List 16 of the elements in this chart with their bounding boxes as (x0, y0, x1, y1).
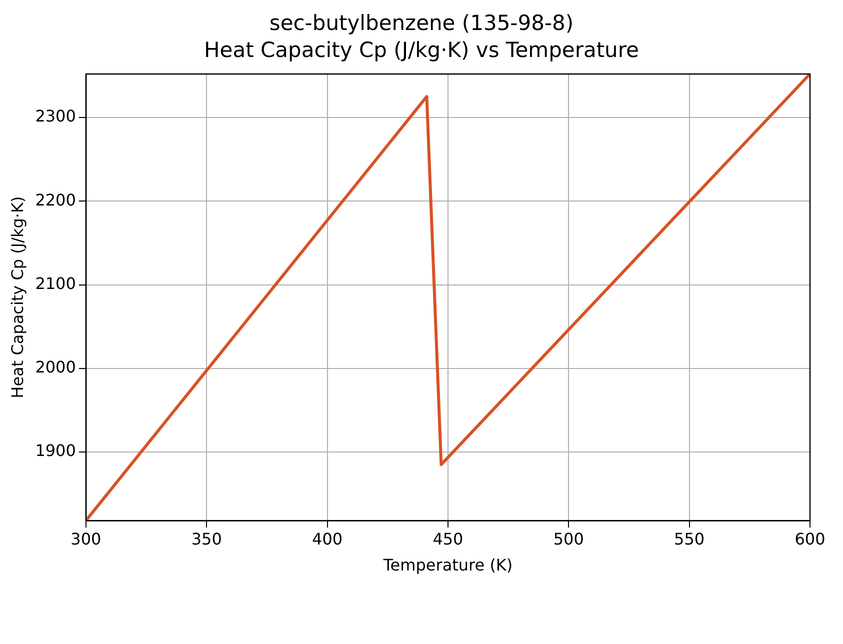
chart-title: sec-butylbenzene (135-98-8) (268, 10, 575, 37)
x-tick-label: 500 (553, 529, 584, 548)
x-tick-label: 300 (70, 529, 102, 548)
y-tick-label: 2300 (35, 106, 76, 126)
y-axis-title: Heat Capacity Cp (J/kg·K) (8, 196, 27, 398)
x-tick-label: 400 (312, 529, 343, 548)
y-tick-label: 2200 (35, 190, 76, 210)
y-tick-label: 2100 (35, 274, 76, 293)
x-axis-title: Temperature (K) (382, 556, 513, 575)
x-tick-label: 550 (674, 529, 705, 548)
chart-subtitle: Heat Capacity Cp (J/kg·K) vs Temperature (203, 37, 640, 64)
y-tick-label: 2000 (35, 358, 76, 377)
y-tick-label: 1900 (35, 441, 76, 460)
x-tick-label: 600 (794, 529, 826, 548)
x-tick-label: 350 (191, 529, 222, 548)
x-tick-label: 450 (432, 529, 464, 548)
